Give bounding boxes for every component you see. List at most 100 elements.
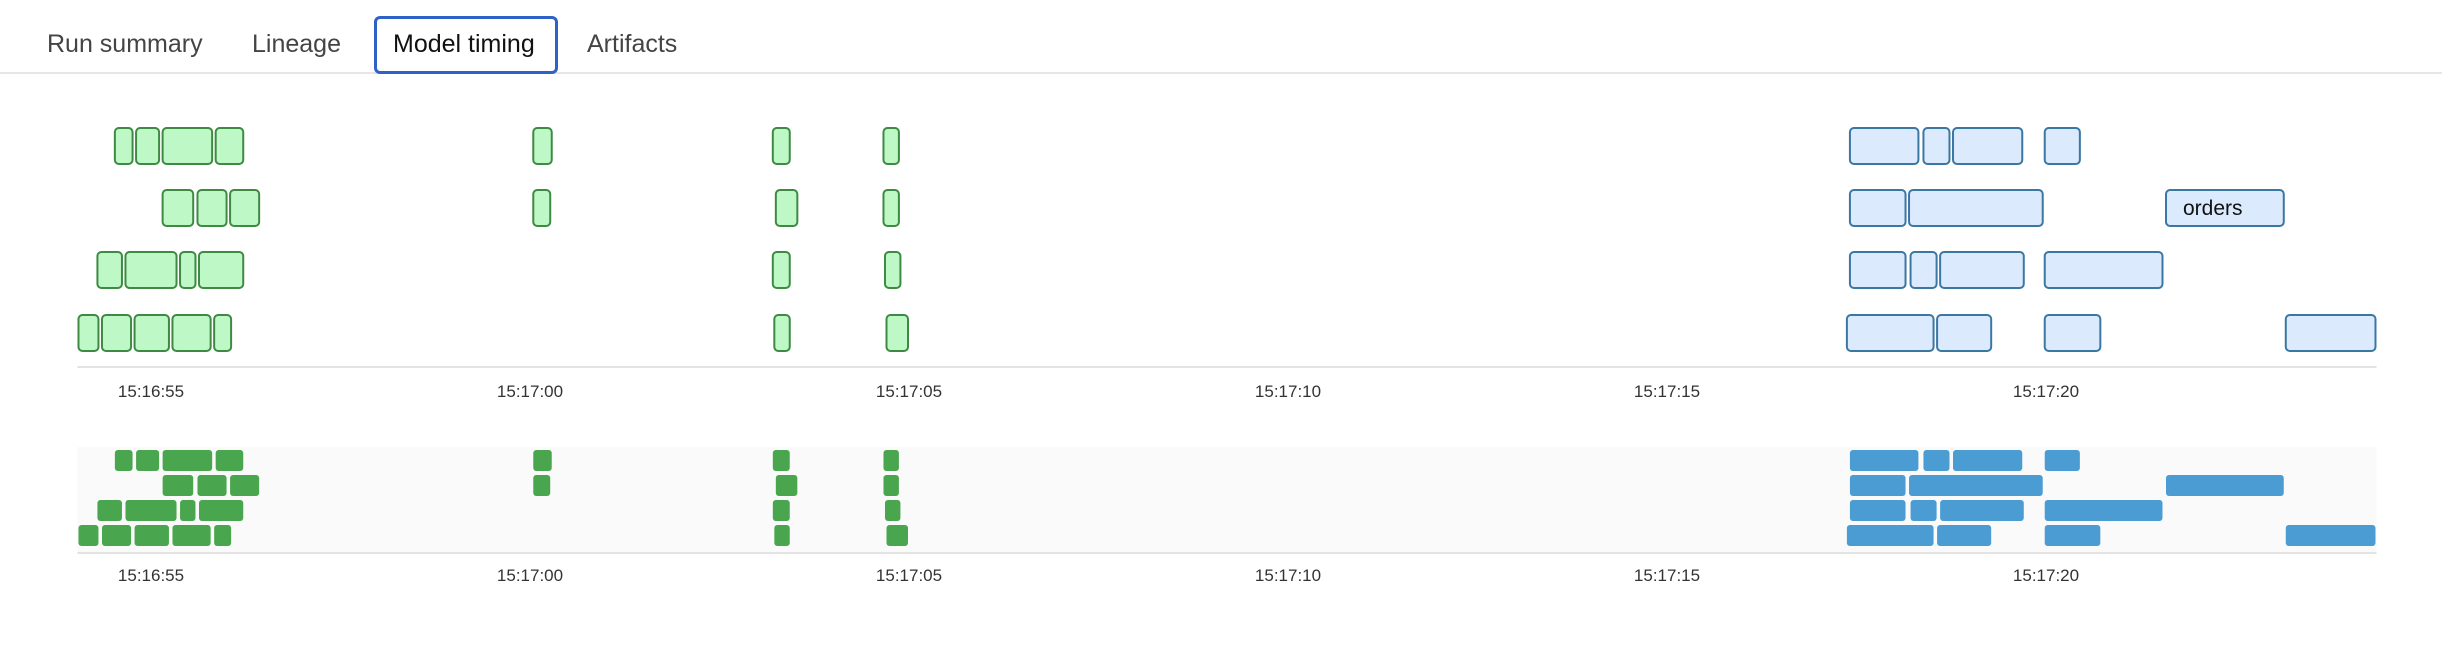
minimap-timeline-model-bar[interactable] <box>2166 475 2284 496</box>
main-timeline-model-bar[interactable] <box>1909 251 1938 289</box>
main-timeline-tick-label: 15:17:00 <box>497 382 563 401</box>
main-timeline-model-bar[interactable] <box>100 314 133 352</box>
minimap-timeline-model-bar[interactable] <box>775 475 798 496</box>
minimap-timeline-model-bar[interactable] <box>1937 525 1992 546</box>
main-timeline-tick-label: 15:17:20 <box>2013 382 2079 401</box>
main-timeline-model-bar[interactable] <box>883 251 902 289</box>
main-timeline-model-bar[interactable] <box>882 127 900 165</box>
main-timeline-model-bar[interactable] <box>1848 127 1920 165</box>
minimap-timeline-model-bar[interactable] <box>214 525 232 546</box>
main-timeline-model-bar[interactable] <box>1936 314 1993 352</box>
minimap-background <box>77 447 2377 553</box>
minimap-timeline-model-bar[interactable] <box>1953 450 2023 471</box>
minimap-timeline-model-bar[interactable] <box>533 450 552 471</box>
main-timeline-tick-label: 15:17:10 <box>1255 382 1321 401</box>
main-timeline-model-bar[interactable] <box>1939 251 2025 289</box>
main-timeline-tick-label: 15:17:15 <box>1634 382 1700 401</box>
minimap-timeline-model-bar[interactable] <box>2285 525 2376 546</box>
main-timeline-model-bar[interactable] <box>2043 314 2102 352</box>
main-timeline-model-bar[interactable] <box>771 127 791 165</box>
minimap-timeline-model-bar[interactable] <box>2044 525 2101 546</box>
main-timeline-model-bar[interactable] <box>161 189 195 227</box>
minimap-timeline-model-bar[interactable] <box>172 525 211 546</box>
main-timeline-tick-label: 15:16:55 <box>118 382 184 401</box>
minimap-timeline-model-bar[interactable] <box>180 500 196 521</box>
main-timeline-tick-label: 15:17:05 <box>876 382 942 401</box>
main-timeline-model-bar[interactable] <box>2165 189 2285 227</box>
main-timeline-model-bar[interactable] <box>229 189 261 227</box>
minimap-timeline-model-bar[interactable] <box>162 450 213 471</box>
tab-run-summary[interactable]: Run summary <box>47 30 203 58</box>
minimap-timeline-model-bar[interactable] <box>1849 475 1906 496</box>
main-timeline-model-bar[interactable] <box>1922 127 1951 165</box>
minimap-timeline-tick-label: 15:17:00 <box>497 566 563 585</box>
minimap-timeline-model-bar[interactable] <box>883 450 899 471</box>
main-timeline-model-bar[interactable] <box>213 314 233 352</box>
main-timeline-model-bar[interactable] <box>197 251 245 289</box>
minimap-timeline-model-bar[interactable] <box>230 475 260 496</box>
minimap-timeline-model-bar[interactable] <box>1940 500 2024 521</box>
tab-model-timing[interactable]: Model timing <box>374 16 558 74</box>
minimap-timeline-model-bar[interactable] <box>197 475 227 496</box>
main-timeline-model-bar[interactable] <box>161 127 214 165</box>
main-timeline-model-bar[interactable] <box>196 189 228 227</box>
minimap-timeline-model-bar[interactable] <box>774 525 790 546</box>
main-timeline-model-bar[interactable] <box>124 251 178 289</box>
minimap-timeline-model-bar[interactable] <box>114 450 133 471</box>
minimap-timeline-model-bar[interactable] <box>533 475 551 496</box>
minimap-timeline-model-bar[interactable] <box>1846 525 1934 546</box>
main-timeline-model-bar[interactable] <box>2043 251 2164 289</box>
main-timeline-model-bar[interactable] <box>771 251 791 289</box>
main-timeline-model-bar[interactable] <box>532 189 552 227</box>
minimap-timeline-model-bar[interactable] <box>1909 475 2043 496</box>
minimap-timeline-model-bar[interactable] <box>101 525 132 546</box>
minimap-timeline-tick-label: 15:17:20 <box>2013 566 2079 585</box>
main-timeline-model-bar[interactable] <box>1952 127 2024 165</box>
main-timeline-model-bar[interactable] <box>113 127 134 165</box>
minimap-timeline-model-bar[interactable] <box>886 525 908 546</box>
minimap-timeline-model-bar[interactable] <box>884 500 901 521</box>
minimap-timeline-model-bar[interactable] <box>78 525 99 546</box>
minimap-timeline-model-bar[interactable] <box>198 500 244 521</box>
minimap-timeline-model-bar[interactable] <box>1849 450 1919 471</box>
minimap-timeline-model-bar[interactable] <box>772 450 790 471</box>
main-timeline-model-bar[interactable] <box>885 314 910 352</box>
main-timeline-model-bar[interactable] <box>1848 251 1907 289</box>
main-timeline-model-bar[interactable] <box>77 314 100 352</box>
minimap-timeline-model-bar[interactable] <box>1849 500 1906 521</box>
minimap-timeline-model-bar[interactable] <box>1910 500 1937 521</box>
main-timeline-model-bar[interactable] <box>774 189 799 227</box>
minimap-timeline-model-bar[interactable] <box>134 525 169 546</box>
minimap-timeline-model-bar[interactable] <box>883 475 899 496</box>
model-bar-label: orders <box>2183 197 2243 220</box>
minimap-timeline-model-bar[interactable] <box>2044 450 2080 471</box>
main-timeline-model-bar[interactable] <box>532 127 553 165</box>
minimap-timeline-tick-label: 15:17:15 <box>1634 566 1700 585</box>
minimap-timeline-model-bar[interactable] <box>125 500 177 521</box>
main-timeline-model-bar[interactable] <box>882 189 900 227</box>
main-timeline-model-bar[interactable] <box>2043 127 2081 165</box>
main-timeline-model-bar[interactable] <box>179 251 197 289</box>
main-timeline-model-bar[interactable] <box>773 314 791 352</box>
minimap-timeline-tick-label: 15:16:55 <box>118 566 184 585</box>
minimap-timeline-model-bar[interactable] <box>162 475 194 496</box>
main-timeline-model-bar[interactable] <box>1848 189 1907 227</box>
minimap-timeline-model-bar[interactable] <box>1923 450 1950 471</box>
minimap-timeline-model-bar[interactable] <box>772 500 790 521</box>
main-timeline-model-bar[interactable] <box>96 251 123 289</box>
minimap-timeline-model-bar[interactable] <box>2044 500 2163 521</box>
main-timeline-model-bar[interactable] <box>2284 314 2377 352</box>
main-timeline-model-bar[interactable] <box>1845 314 1935 352</box>
main-timeline-model-bar[interactable] <box>135 127 161 165</box>
main-timeline-model-bar[interactable] <box>214 127 245 165</box>
minimap-timeline-model-bar[interactable] <box>97 500 122 521</box>
minimap-timeline-model-bar[interactable] <box>136 450 160 471</box>
tab-lineage[interactable]: Lineage <box>252 30 341 58</box>
main-timeline-model-bar[interactable] <box>1908 189 2044 227</box>
minimap-timeline-tick-label: 15:17:05 <box>876 566 942 585</box>
minimap-timeline-model-bar[interactable] <box>215 450 244 471</box>
main-timeline-model-bar[interactable] <box>171 314 212 352</box>
main-timeline-model-bar[interactable] <box>133 314 170 352</box>
tab-artifacts[interactable]: Artifacts <box>587 30 678 58</box>
